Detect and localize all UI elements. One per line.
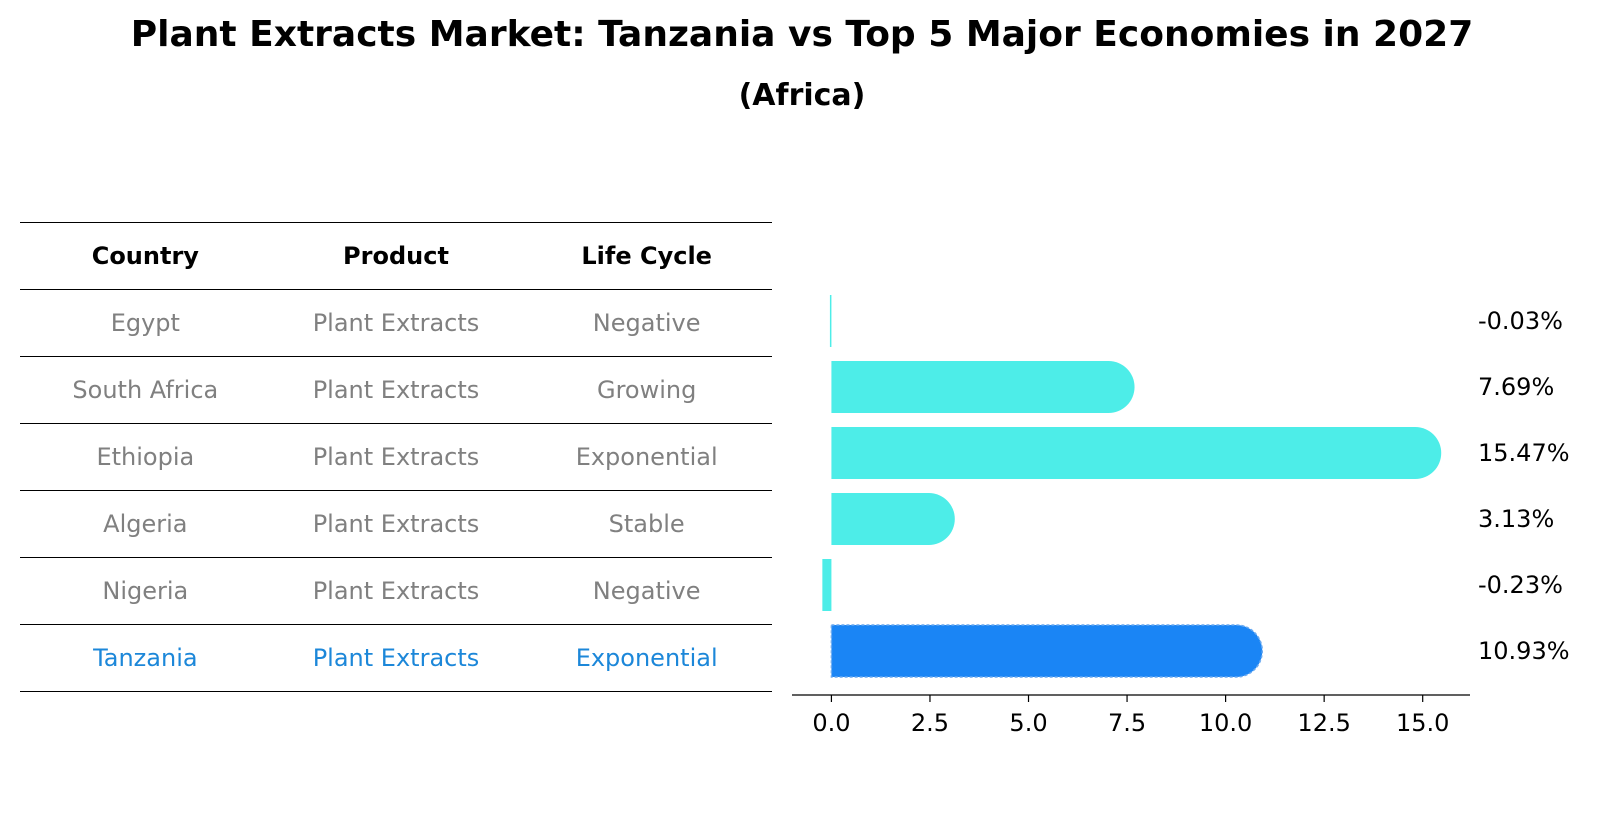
cell-country: Ethiopia	[20, 423, 271, 491]
chart-subtitle: (Africa)	[738, 78, 866, 113]
data-table: Country Product Life Cycle Egypt Plant E…	[20, 222, 772, 692]
x-tick-label: 2.5	[911, 709, 949, 737]
cell-country: South Africa	[20, 356, 271, 424]
bar-value-label: 15.47%	[1478, 439, 1570, 467]
cell-product: Plant Extracts	[270, 356, 522, 424]
x-tick-label: 10.0	[1199, 709, 1252, 737]
bar-value-label: 7.69%	[1478, 373, 1554, 401]
x-tick-label: 5.0	[1009, 709, 1047, 737]
cell-country: Nigeria	[20, 557, 271, 625]
bar-value-label: 10.93%	[1478, 637, 1570, 665]
table-header-row: Country Product Life Cycle	[20, 222, 772, 290]
table-row-highlight: Tanzania Plant Extracts Exponential	[20, 624, 772, 692]
table-row: Ethiopia Plant Extracts Exponential	[20, 423, 772, 491]
chart-title: Plant Extracts Market: Tanzania vs Top 5…	[130, 14, 1474, 55]
cell-life-cycle: Negative	[521, 557, 772, 625]
header-product: Product	[270, 222, 522, 290]
header-life-cycle: Life Cycle	[521, 222, 772, 290]
x-tick-label: 7.5	[1108, 709, 1146, 737]
bar-value-label: -0.23%	[1478, 571, 1563, 599]
x-tick-label: 0.0	[812, 709, 850, 737]
table-row: Algeria Plant Extracts Stable	[20, 490, 772, 558]
cell-product: Plant Extracts	[270, 557, 522, 625]
cell-product: Plant Extracts	[270, 490, 522, 558]
cell-country: Egypt	[20, 289, 271, 357]
cell-life-cycle: Exponential	[521, 423, 772, 491]
bar-egypt	[829, 295, 832, 347]
x-tick-label: 15.0	[1396, 709, 1449, 737]
table-row: Nigeria Plant Extracts Negative	[20, 557, 772, 625]
cell-product: Plant Extracts	[270, 624, 522, 692]
cell-country: Tanzania	[20, 624, 271, 692]
cell-life-cycle: Growing	[521, 356, 772, 424]
cell-product: Plant Extracts	[270, 423, 522, 491]
table-row: South Africa Plant Extracts Growing	[20, 356, 772, 424]
bar-nigeria	[822, 559, 832, 611]
bar-ethiopia	[831, 427, 1442, 479]
bar-tanzania	[830, 624, 1264, 678]
header-country: Country	[20, 222, 271, 290]
x-tick-label: 12.5	[1297, 709, 1350, 737]
bar-value-label: -0.03%	[1478, 307, 1563, 335]
cell-life-cycle: Exponential	[521, 624, 772, 692]
bar-algeria	[831, 493, 955, 545]
cell-life-cycle: Stable	[521, 490, 772, 558]
bar-value-label: 3.13%	[1478, 505, 1554, 533]
cell-life-cycle: Negative	[521, 289, 772, 357]
cell-product: Plant Extracts	[270, 289, 522, 357]
table-row: Egypt Plant Extracts Negative	[20, 289, 772, 357]
bar-south-africa	[831, 361, 1135, 413]
cell-country: Algeria	[20, 490, 271, 558]
